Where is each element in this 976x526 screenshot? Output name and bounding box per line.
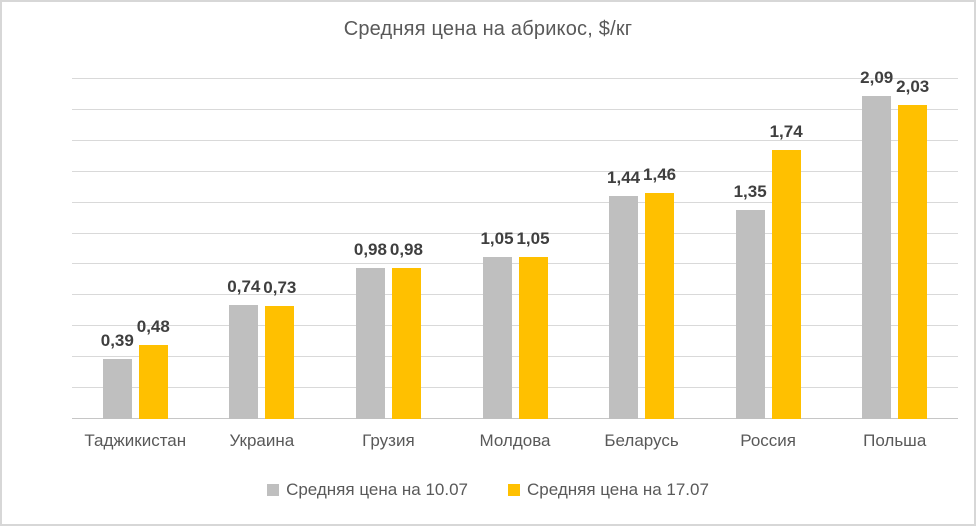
data-label-series1-2: 0,74 [227, 276, 261, 296]
data-label-series2-4: 1,05 [516, 228, 550, 248]
data-label-series2-7: 2,03 [896, 77, 930, 97]
bar-series1-1 [102, 358, 132, 419]
x-axis-category-label: Украина [229, 431, 295, 450]
bar-series1-2 [229, 304, 259, 419]
gridline [72, 78, 958, 79]
data-label-series1-4: 1,05 [480, 228, 514, 248]
gridline [72, 418, 958, 419]
legend-swatch-icon [267, 484, 280, 496]
x-axis-category-label: Польша [863, 431, 927, 450]
gridline [72, 356, 958, 358]
bar-series1-3 [355, 267, 385, 419]
data-label-series1-7: 2,09 [860, 68, 894, 87]
gridline [72, 387, 958, 389]
chart-title: Средняя цена на абрикос, $/кг [343, 18, 633, 40]
bar-series2-6 [771, 150, 801, 419]
x-axis: Таджикистан Украина Грузия Молдова Беларусь Р… [72, 431, 958, 455]
bar-series2-7 [898, 105, 928, 419]
data-label-series1-3: 0,98 [353, 239, 387, 259]
bar-series1-7 [862, 96, 892, 419]
legend-swatch-icon [508, 484, 520, 496]
bar-series2-2 [265, 306, 295, 419]
x-axis-category-label: Грузия [362, 431, 415, 450]
gridline [72, 201, 958, 203]
x-axis-category-label: Таджикистан [84, 431, 187, 450]
x-axis-category-label: Россия [740, 431, 796, 450]
data-label-series2-2: 0,73 [263, 278, 297, 298]
plot-area: 0,39 0,48 0,74 0,73 0,98 0,98 1,05 1,05 1,44 1,46… [72, 68, 958, 419]
bar-series2-5 [645, 193, 675, 419]
bar-series2-4 [518, 256, 548, 419]
legend: Средняя цена на 10.07 Средняя цена на 17.… [2, 480, 974, 500]
bar-series2-3 [391, 267, 421, 419]
gridline [72, 232, 958, 234]
legend-label: Средняя цена на 10.07 [286, 480, 468, 499]
data-label-series2-3: 0,98 [389, 239, 423, 259]
data-label-series2-1: 0,48 [136, 316, 170, 336]
x-axis-category-label: Молдова [479, 431, 551, 450]
legend-item-series2: Средняя цена на 17.07 [508, 480, 709, 500]
legend-label: Средняя цена на 17.07 [527, 480, 709, 499]
gridline [72, 294, 958, 296]
data-label-series1-5: 1,44 [607, 168, 641, 188]
bar-series2-1 [138, 344, 168, 419]
legend-item-series1: Средняя цена на 10.07 [267, 480, 468, 500]
data-label-series2-5: 1,46 [643, 165, 677, 185]
gridline [72, 108, 958, 110]
gridline [72, 139, 958, 141]
data-label-series1-6: 1,35 [733, 182, 767, 202]
gridline [72, 170, 958, 172]
gridline [72, 263, 958, 265]
data-label-series1-1: 0,39 [100, 330, 134, 350]
bar-series1-4 [482, 256, 512, 419]
data-label-series2-6: 1,74 [769, 122, 803, 142]
gridline [72, 325, 958, 327]
bar-series1-5 [609, 196, 639, 419]
bar-series1-6 [735, 210, 765, 419]
x-axis-category-label: Беларусь [604, 431, 679, 450]
